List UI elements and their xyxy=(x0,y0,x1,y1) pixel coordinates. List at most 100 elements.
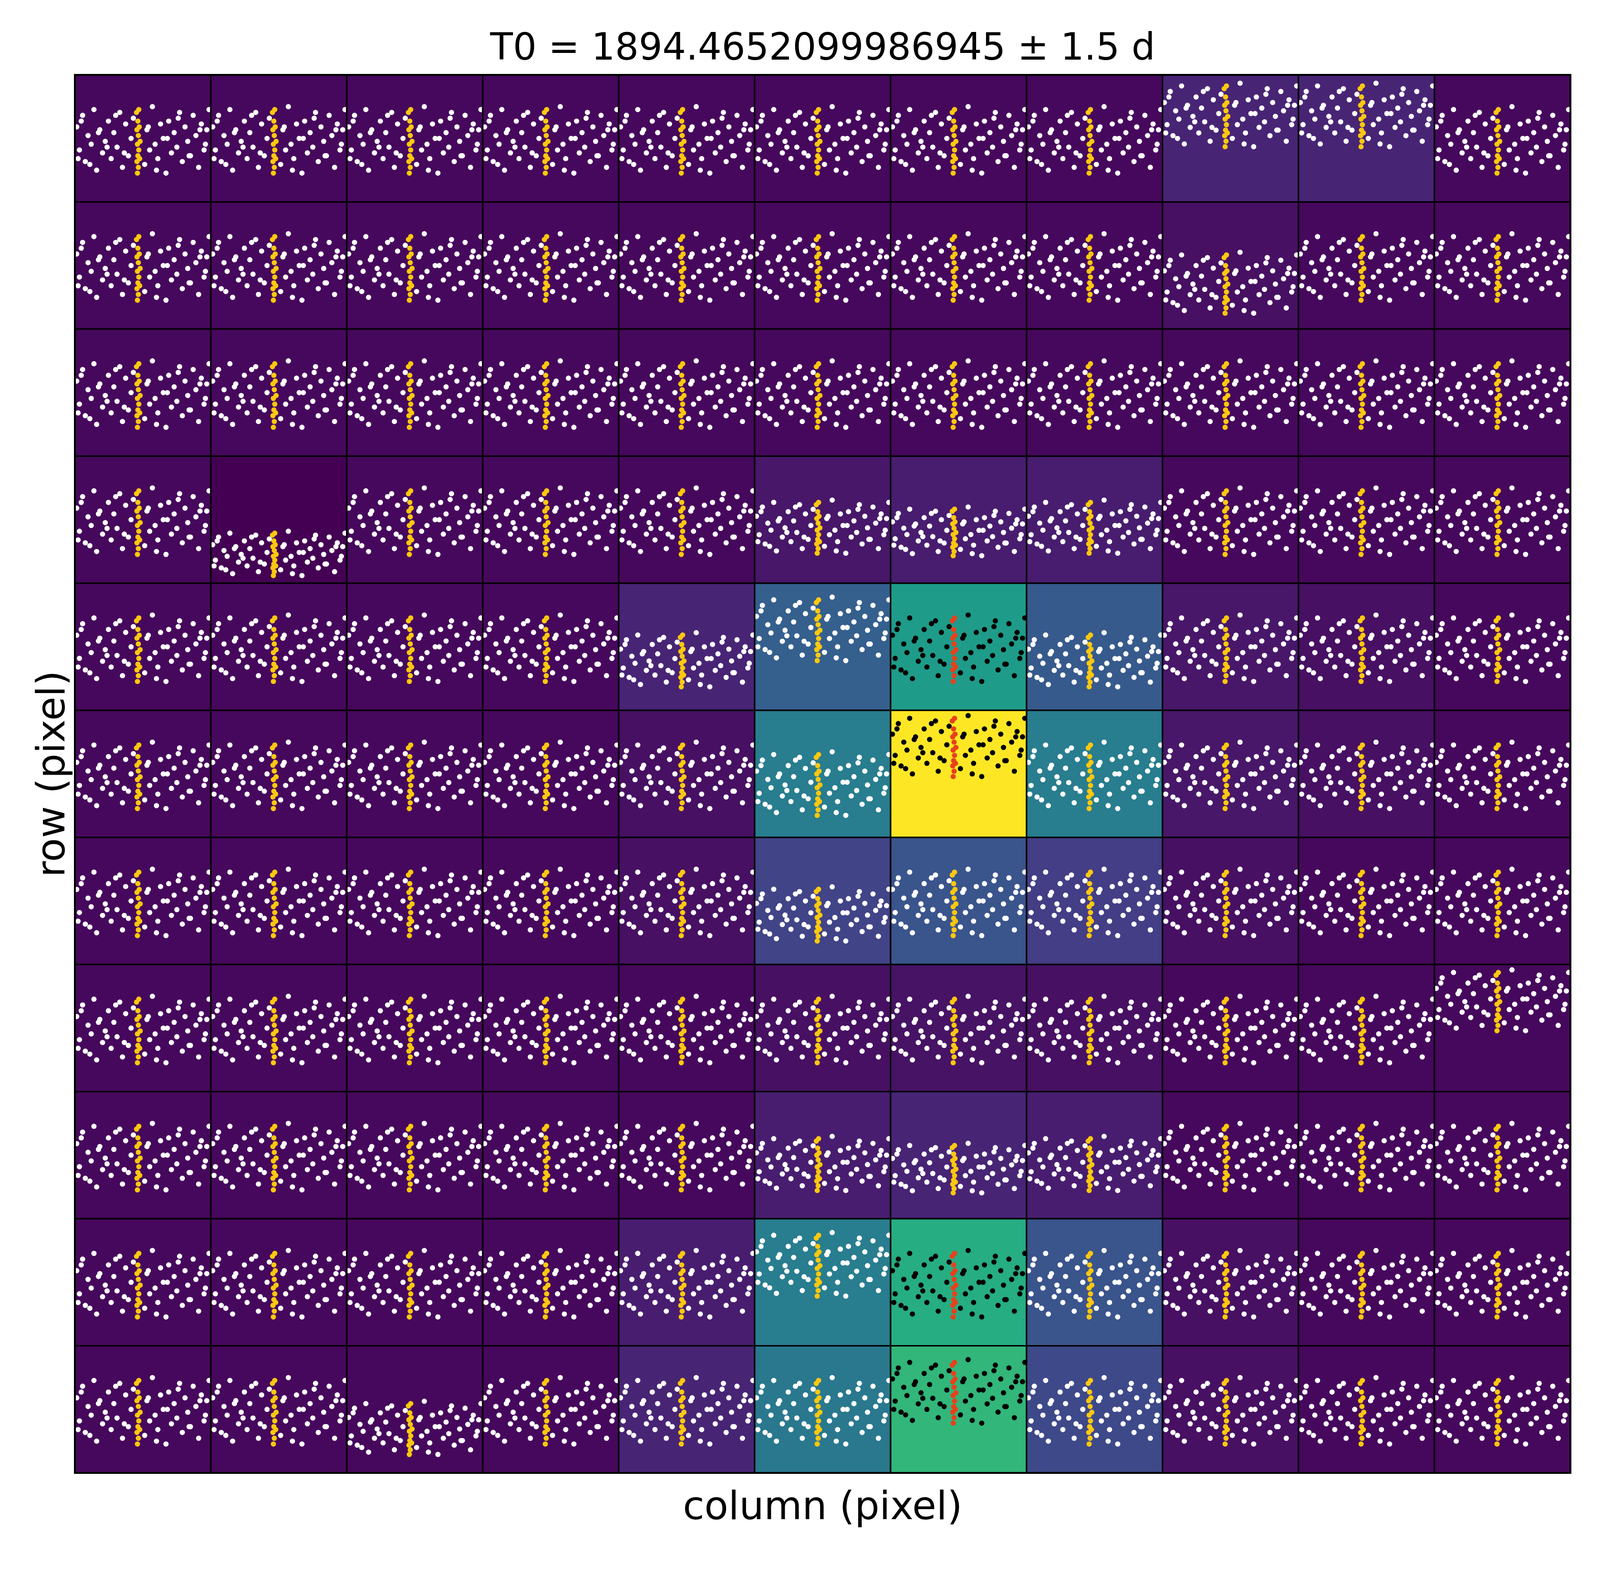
flux-point xyxy=(337,274,343,280)
flux-point xyxy=(632,141,638,147)
flux-point xyxy=(573,118,580,124)
transit-point xyxy=(135,106,142,113)
flux-point xyxy=(1196,297,1202,303)
flux-point xyxy=(1259,273,1265,279)
flux-point xyxy=(784,271,790,277)
pixel-cell xyxy=(345,201,484,329)
flux-point xyxy=(380,283,386,289)
flux-point xyxy=(307,384,313,390)
flux-point xyxy=(1267,300,1273,306)
flux-point xyxy=(193,387,199,393)
flux-point xyxy=(312,109,319,115)
flux-point xyxy=(247,257,253,263)
flux-point xyxy=(989,271,996,277)
flux-point xyxy=(338,141,344,147)
flux-point xyxy=(1047,130,1053,136)
flux-point xyxy=(715,130,721,136)
flux-point xyxy=(930,271,936,277)
flux-point xyxy=(938,121,945,127)
flux-point xyxy=(573,245,580,251)
flux-point xyxy=(333,254,339,260)
flux-point xyxy=(1242,130,1248,136)
transit-point xyxy=(951,259,957,266)
flux-point xyxy=(447,369,453,375)
flux-point xyxy=(1240,116,1246,122)
flux-point xyxy=(227,234,233,240)
transit-point xyxy=(1089,138,1095,145)
transit-point xyxy=(543,234,550,240)
flux-point xyxy=(737,133,743,139)
transit-point xyxy=(1359,108,1365,114)
flux-point xyxy=(1264,255,1270,261)
flux-point xyxy=(281,378,287,384)
flux-point xyxy=(1045,167,1051,173)
flux-point xyxy=(557,103,563,110)
transit-point xyxy=(135,234,142,240)
transit-point xyxy=(1223,83,1229,89)
flux-point xyxy=(1392,124,1398,131)
transit-point xyxy=(135,401,142,407)
pixel-background xyxy=(210,329,347,457)
flux-point xyxy=(1153,147,1159,153)
flux-point xyxy=(1419,138,1425,145)
flux-point xyxy=(973,121,979,127)
flux-point xyxy=(1421,254,1427,260)
flux-point xyxy=(737,259,743,266)
flux-point xyxy=(1365,135,1372,142)
flux-point xyxy=(99,404,105,410)
transit-point xyxy=(816,251,822,257)
flux-point xyxy=(1017,274,1023,280)
transit-point xyxy=(951,147,957,153)
flux-point xyxy=(921,118,927,124)
flux-point xyxy=(1210,265,1216,271)
flux-point xyxy=(1439,112,1445,118)
flux-point xyxy=(108,155,115,162)
flux-point xyxy=(1071,164,1077,170)
transit-point xyxy=(544,251,550,257)
flux-point xyxy=(507,404,513,410)
flux-point xyxy=(321,138,327,145)
flux-point xyxy=(1546,153,1552,159)
flux-point xyxy=(1424,274,1431,280)
flux-point xyxy=(157,375,164,381)
flux-point xyxy=(845,245,852,251)
transit-point xyxy=(136,283,143,289)
flux-point xyxy=(315,158,322,165)
flux-point xyxy=(1482,121,1488,127)
flux-point xyxy=(293,121,300,127)
flux-point xyxy=(576,277,582,283)
flux-point xyxy=(503,130,510,136)
flux-point xyxy=(829,103,835,110)
flux-point xyxy=(1193,262,1199,269)
flux-point xyxy=(1427,254,1434,260)
flux-point xyxy=(1128,237,1134,243)
flux-point xyxy=(1018,141,1024,147)
flux-point xyxy=(1116,262,1122,269)
flux-point xyxy=(152,141,158,147)
flux-point xyxy=(175,369,181,375)
transit-point xyxy=(407,118,413,124)
flux-point xyxy=(965,103,971,110)
transit-point xyxy=(1087,118,1093,124)
flux-point xyxy=(354,413,360,419)
flux-point xyxy=(111,130,117,136)
flux-point xyxy=(1174,135,1181,142)
flux-point xyxy=(102,265,108,271)
flux-point xyxy=(623,112,630,118)
flux-point xyxy=(1040,268,1046,274)
flux-point xyxy=(473,147,479,153)
transit-point xyxy=(543,274,550,280)
flux-point xyxy=(400,135,406,142)
transit-point xyxy=(271,372,277,378)
flux-point xyxy=(1155,127,1162,133)
flux-point xyxy=(1207,138,1213,145)
flux-point xyxy=(1332,283,1338,289)
flux-point xyxy=(488,239,494,246)
flux-point xyxy=(1405,251,1412,257)
flux-point xyxy=(227,106,233,113)
flux-point xyxy=(826,274,832,280)
flux-point xyxy=(1105,294,1112,301)
flux-point xyxy=(603,418,610,425)
flux-point xyxy=(802,248,809,254)
flux-point xyxy=(1539,286,1545,292)
